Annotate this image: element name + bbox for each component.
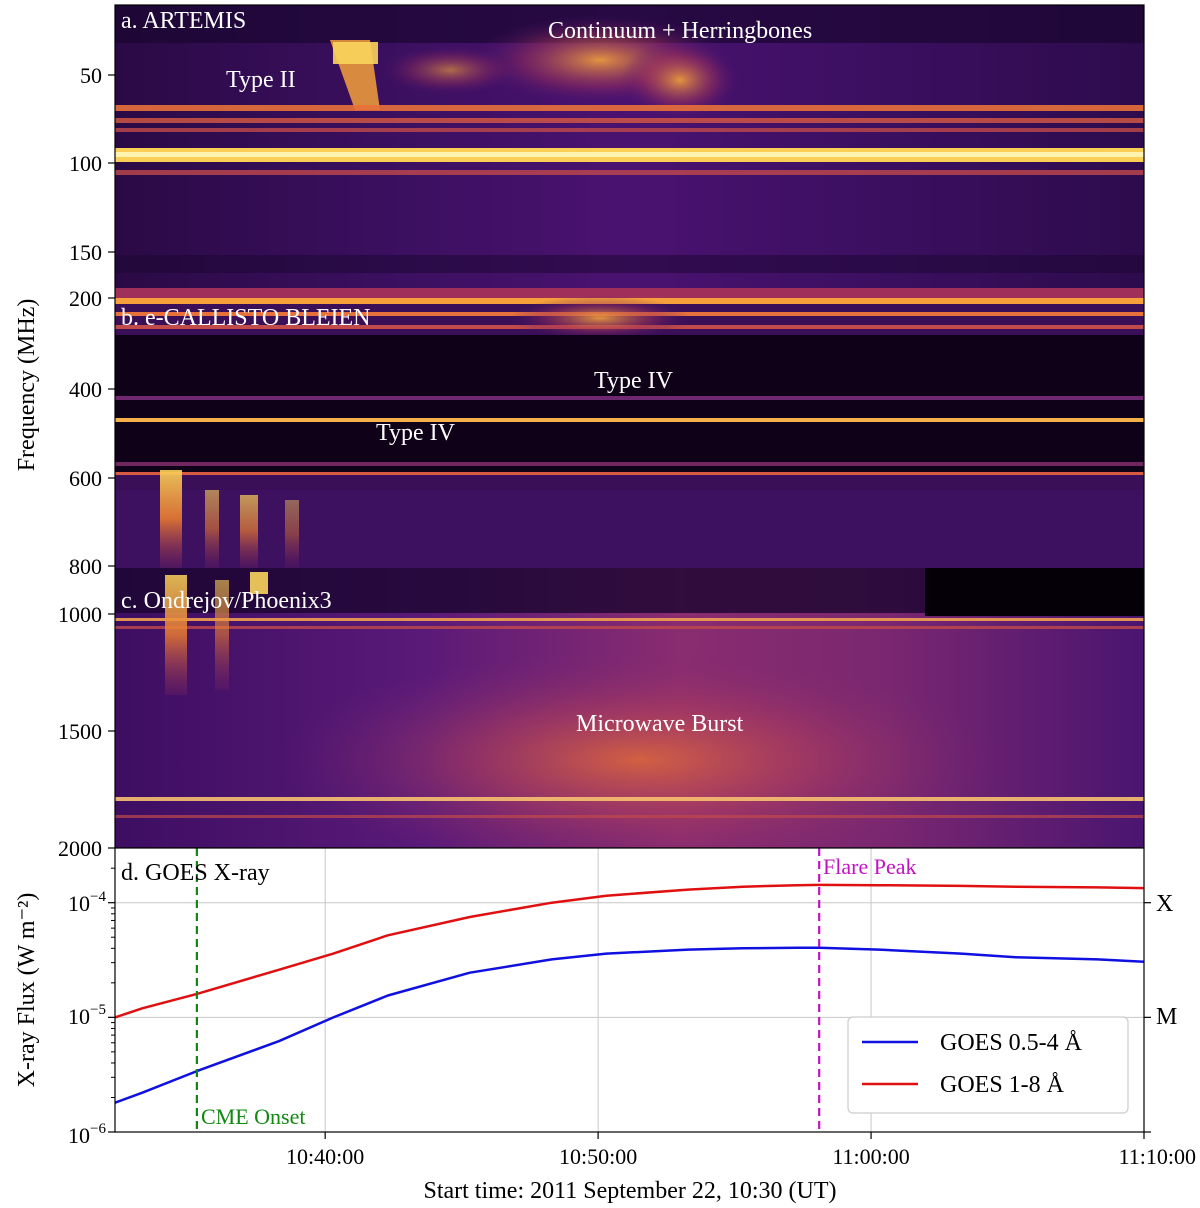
ytick-b-0: 200 [69, 286, 102, 311]
goes-series [115, 883, 1144, 1104]
ytick-b-1: 400 [69, 377, 102, 402]
class-label-x: X [1156, 891, 1173, 917]
xtick-label-2: 11:00:00 [832, 1144, 909, 1169]
annotation-continuum-herringbones: Continuum + Herringbones [548, 18, 812, 44]
xtick-label-1: 10:50:00 [559, 1144, 637, 1169]
xray-axis-label: X-ray Flux (W m⁻²) [14, 893, 40, 1088]
xtick-label-3: 11:10:00 [1119, 1144, 1196, 1169]
ytick-c-0: 1000 [58, 602, 102, 627]
ytick-a-2: 150 [69, 240, 102, 265]
ytick-c-1: 1500 [58, 719, 102, 744]
annotation-type-iv-lower: Type IV [376, 420, 456, 446]
ytick-goes-1: 10−5 [68, 1002, 106, 1029]
ytick-goes-0: 10−6 [68, 1121, 106, 1148]
ytick-a-1: 100 [69, 151, 102, 176]
annotation-type-iv-upper: Type IV [594, 368, 674, 394]
ytick-b-2: 600 [69, 466, 102, 491]
panel-b-label: b. e-CALLISTO BLEIEN [121, 305, 371, 331]
series-line-0 [115, 946, 1144, 1104]
panel-b-spectrogram [115, 288, 1144, 568]
cme-onset-label: CME Onset [201, 1104, 306, 1129]
series-line-1 [115, 883, 1144, 1019]
panel-c-spectrogram [115, 568, 1144, 870]
panel-d-label: d. GOES X-ray [121, 860, 270, 886]
goes-xticks: 10:40:00 10:50:00 11:00:00 11:10:00 [286, 1132, 1196, 1169]
class-label-m: M [1156, 1004, 1177, 1030]
ytick-c-2: 2000 [58, 836, 102, 861]
legend-label-goes-short: GOES 0.5-4 Å [940, 1030, 1083, 1056]
ytick-goes-2: 10−4 [68, 889, 106, 916]
annotation-type-ii: Type II [226, 67, 296, 93]
goes-frame [114, 847, 1145, 1133]
goes-legend: GOES 0.5-4 Å GOES 1-8 Å [847, 1016, 1129, 1114]
flare-peak-label: Flare Peak [823, 854, 916, 879]
panel-c-label: c. Ondrejov/Phoenix3 [121, 588, 332, 614]
goes-yticks [108, 867, 1151, 1133]
frequency-axis-label: Frequency (MHz) [14, 299, 40, 472]
annotation-microwave-burst: Microwave Burst [576, 711, 744, 737]
xtick-label-0: 10:40:00 [286, 1144, 364, 1169]
ytick-b-3: 800 [69, 554, 102, 579]
panel-a-spectrogram [115, 5, 1144, 288]
panel-a-label: a. ARTEMIS [121, 8, 246, 34]
legend-label-goes-long: GOES 1-8 Å [940, 1072, 1065, 1098]
ytick-a-0: 50 [80, 63, 102, 88]
spectrogram-yticks [108, 74, 115, 849]
time-axis-label: Start time: 2011 September 22, 10:30 (UT… [423, 1178, 836, 1204]
goes-vlines [195, 848, 821, 1132]
